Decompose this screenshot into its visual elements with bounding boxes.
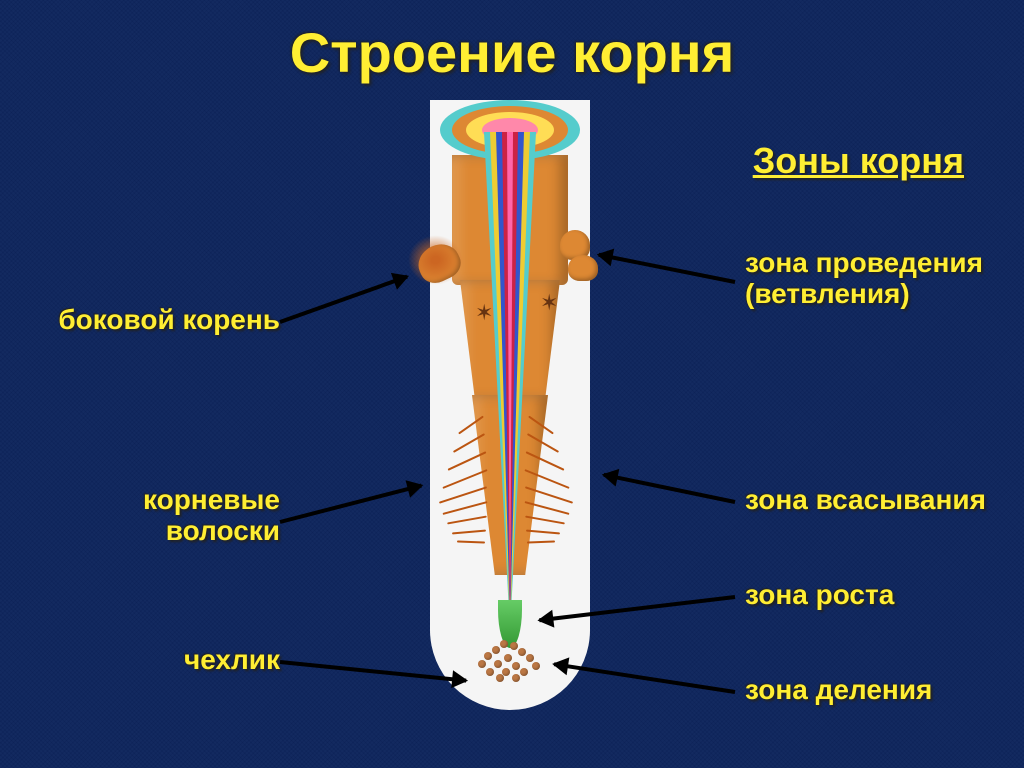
label-root-cap: чехлик bbox=[10, 645, 280, 676]
label-growth-zone: зона роста bbox=[745, 580, 1015, 611]
star-mark-2: ✶ bbox=[540, 290, 558, 316]
root-hair-mass-left bbox=[420, 410, 490, 560]
label-division-zone: зона деления bbox=[745, 675, 1015, 706]
subtitle: Зоны корня bbox=[753, 140, 964, 182]
lateral-hairs bbox=[408, 235, 463, 285]
label-absorption-zone: зона всасывания bbox=[745, 485, 1015, 516]
lateral-root-right-2 bbox=[568, 255, 598, 281]
label-lateral-root: боковой корень bbox=[10, 305, 280, 336]
page-title: Строение корня bbox=[290, 20, 735, 85]
vascular-pink bbox=[507, 132, 513, 612]
label-root-hairs: корневые волоски bbox=[10, 485, 280, 547]
root-hair-mass-right bbox=[530, 410, 600, 560]
root-cap-cluster bbox=[470, 640, 550, 690]
root-diagram: ✶ ✶ bbox=[390, 100, 630, 710]
label-conduction-zone: зона проведения (ветвления) bbox=[745, 248, 1015, 310]
